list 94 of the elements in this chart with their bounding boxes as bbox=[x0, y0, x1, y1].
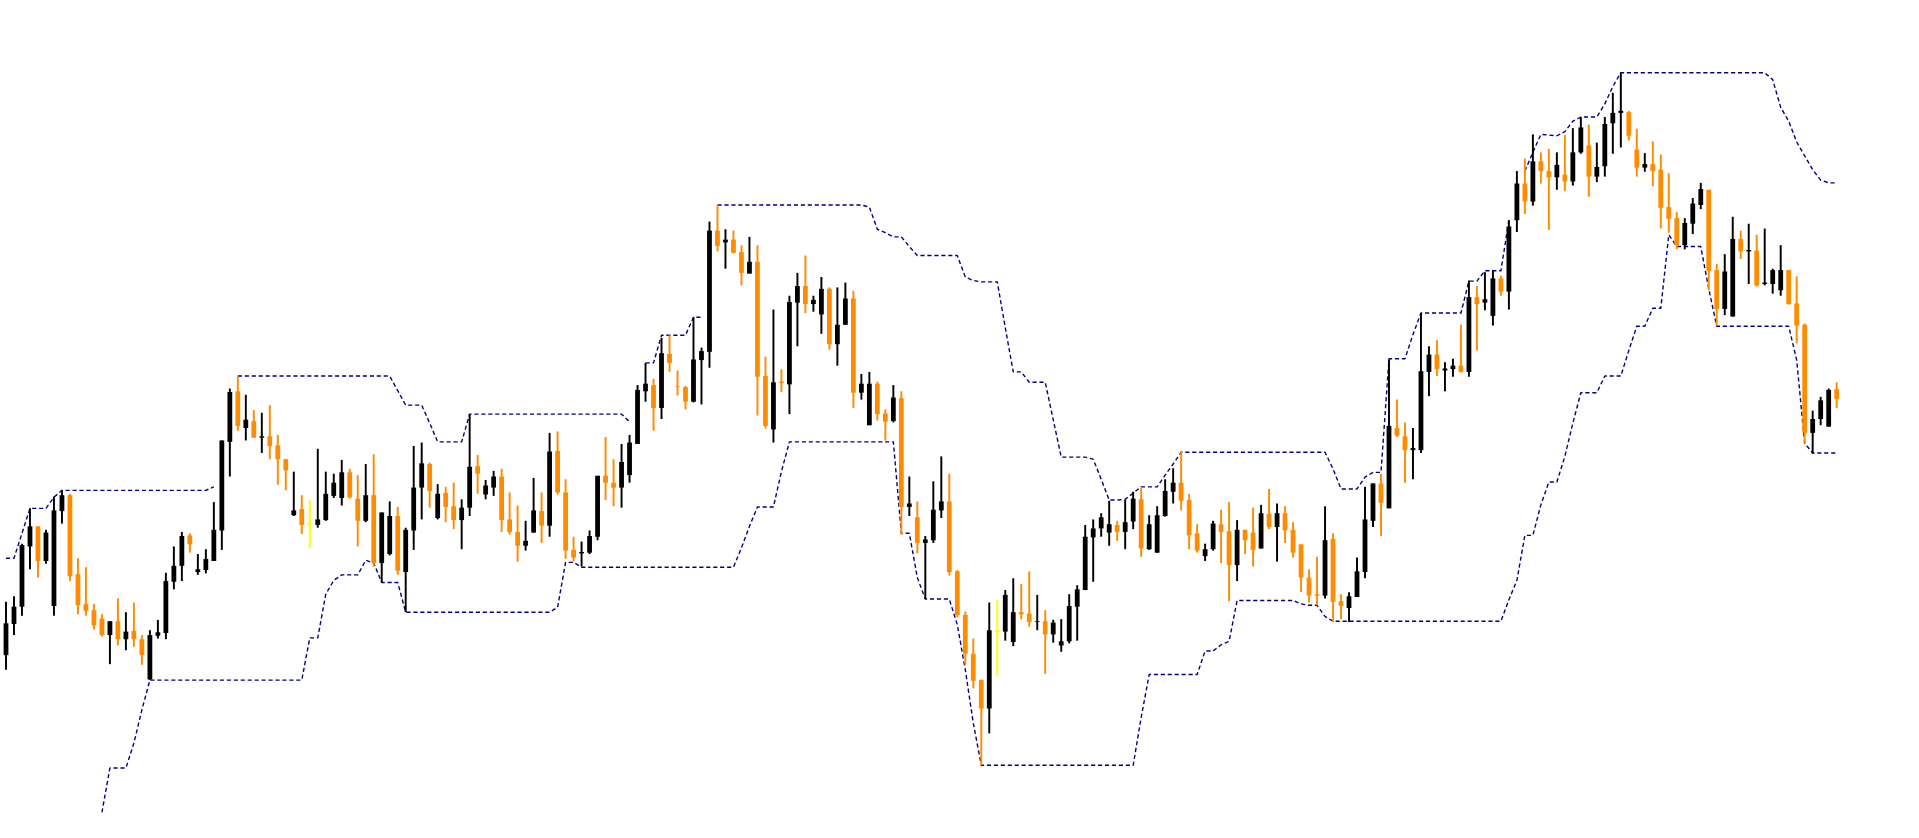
candlestick bbox=[139, 634, 145, 666]
candlestick bbox=[251, 409, 257, 439]
candlestick bbox=[1778, 244, 1784, 297]
candlestick bbox=[459, 498, 465, 551]
candlestick bbox=[1098, 512, 1104, 538]
candlestick bbox=[858, 373, 864, 401]
candlestick bbox=[890, 384, 896, 424]
candlestick bbox=[651, 377, 656, 432]
candlestick bbox=[1562, 134, 1568, 193]
candlestick bbox=[267, 404, 273, 461]
candlestick bbox=[1194, 523, 1200, 554]
candlestick bbox=[491, 469, 497, 497]
candlestick bbox=[299, 494, 305, 535]
candlestick bbox=[283, 458, 289, 492]
candlestick bbox=[1650, 140, 1656, 188]
candlestick bbox=[1594, 141, 1600, 184]
candlestick bbox=[1442, 361, 1448, 393]
candlestick bbox=[1130, 490, 1136, 531]
candlestick bbox=[747, 235, 752, 275]
candlestick bbox=[1482, 271, 1488, 312]
candlestick bbox=[834, 286, 840, 367]
candlestick bbox=[475, 454, 481, 495]
candlestick bbox=[1178, 450, 1184, 512]
candlestick bbox=[1634, 127, 1640, 178]
candlestick bbox=[667, 334, 672, 373]
candlestick bbox=[1794, 275, 1800, 345]
candlestick bbox=[1666, 172, 1672, 234]
candlestick bbox=[1106, 499, 1112, 547]
candlestick bbox=[1538, 151, 1544, 185]
candlestick bbox=[587, 529, 592, 556]
candlestick bbox=[1546, 147, 1552, 231]
candlestick bbox=[683, 384, 688, 411]
candlestick bbox=[291, 470, 297, 517]
candlestick bbox=[1218, 508, 1224, 565]
candlestick bbox=[611, 458, 616, 508]
candlestick bbox=[523, 519, 529, 552]
candlestick bbox=[603, 436, 608, 501]
candlestick bbox=[1122, 499, 1128, 551]
candlestick bbox=[515, 504, 521, 563]
candlestick bbox=[1698, 181, 1704, 211]
candlestick bbox=[1682, 217, 1688, 251]
candlestick bbox=[331, 472, 337, 499]
candlestick bbox=[571, 535, 576, 563]
candlestick bbox=[1042, 609, 1048, 675]
candlestick bbox=[1026, 570, 1032, 628]
candlestick bbox=[1554, 151, 1560, 191]
candlestick bbox=[195, 553, 201, 576]
candlestick bbox=[1770, 267, 1776, 295]
candlestick bbox=[795, 271, 800, 348]
candlestick bbox=[1818, 395, 1824, 427]
candlestick bbox=[443, 485, 449, 524]
candlestick bbox=[451, 481, 457, 531]
candlestick bbox=[1834, 381, 1840, 409]
candlestick bbox=[1034, 593, 1040, 632]
candlestick bbox=[675, 369, 680, 397]
candlestick bbox=[993, 598, 1001, 677]
candlestick bbox=[306, 499, 314, 549]
candlestick bbox=[882, 408, 888, 442]
candlestick bbox=[715, 204, 720, 253]
candlestick bbox=[1074, 584, 1080, 642]
candlestick bbox=[507, 491, 513, 536]
candlestick bbox=[906, 475, 912, 517]
candlestick bbox=[531, 476, 537, 534]
candlestick bbox=[187, 532, 193, 554]
candlestick bbox=[1522, 157, 1528, 215]
candlestick bbox=[739, 244, 744, 287]
candlestick bbox=[1642, 152, 1648, 173]
candlestick bbox=[171, 545, 177, 591]
candlestick bbox=[1170, 467, 1176, 505]
candlestick bbox=[1690, 197, 1696, 236]
candlestick bbox=[1626, 109, 1632, 142]
candlestick bbox=[355, 474, 361, 548]
candlestick bbox=[938, 455, 944, 520]
candlestick bbox=[643, 361, 648, 403]
candlestick bbox=[1058, 618, 1064, 653]
candlestick bbox=[203, 548, 209, 575]
candlestick bbox=[155, 618, 161, 640]
candlestick bbox=[243, 393, 249, 442]
candlestick bbox=[699, 346, 704, 406]
candlestick bbox=[483, 478, 489, 501]
candlestick bbox=[1050, 618, 1056, 644]
candlestick bbox=[1618, 71, 1624, 149]
candlestick bbox=[1610, 91, 1616, 155]
candlestick bbox=[275, 433, 281, 486]
candlestick bbox=[315, 447, 321, 529]
candlestick bbox=[1018, 582, 1024, 621]
candlestick bbox=[1314, 555, 1320, 607]
candlestick bbox=[1114, 519, 1120, 542]
candlestick bbox=[803, 254, 808, 315]
candlestick bbox=[259, 411, 265, 454]
candlestick bbox=[539, 491, 544, 544]
candlestick bbox=[1738, 229, 1744, 260]
candlestick bbox=[1810, 409, 1816, 455]
candlestick bbox=[1090, 518, 1096, 583]
